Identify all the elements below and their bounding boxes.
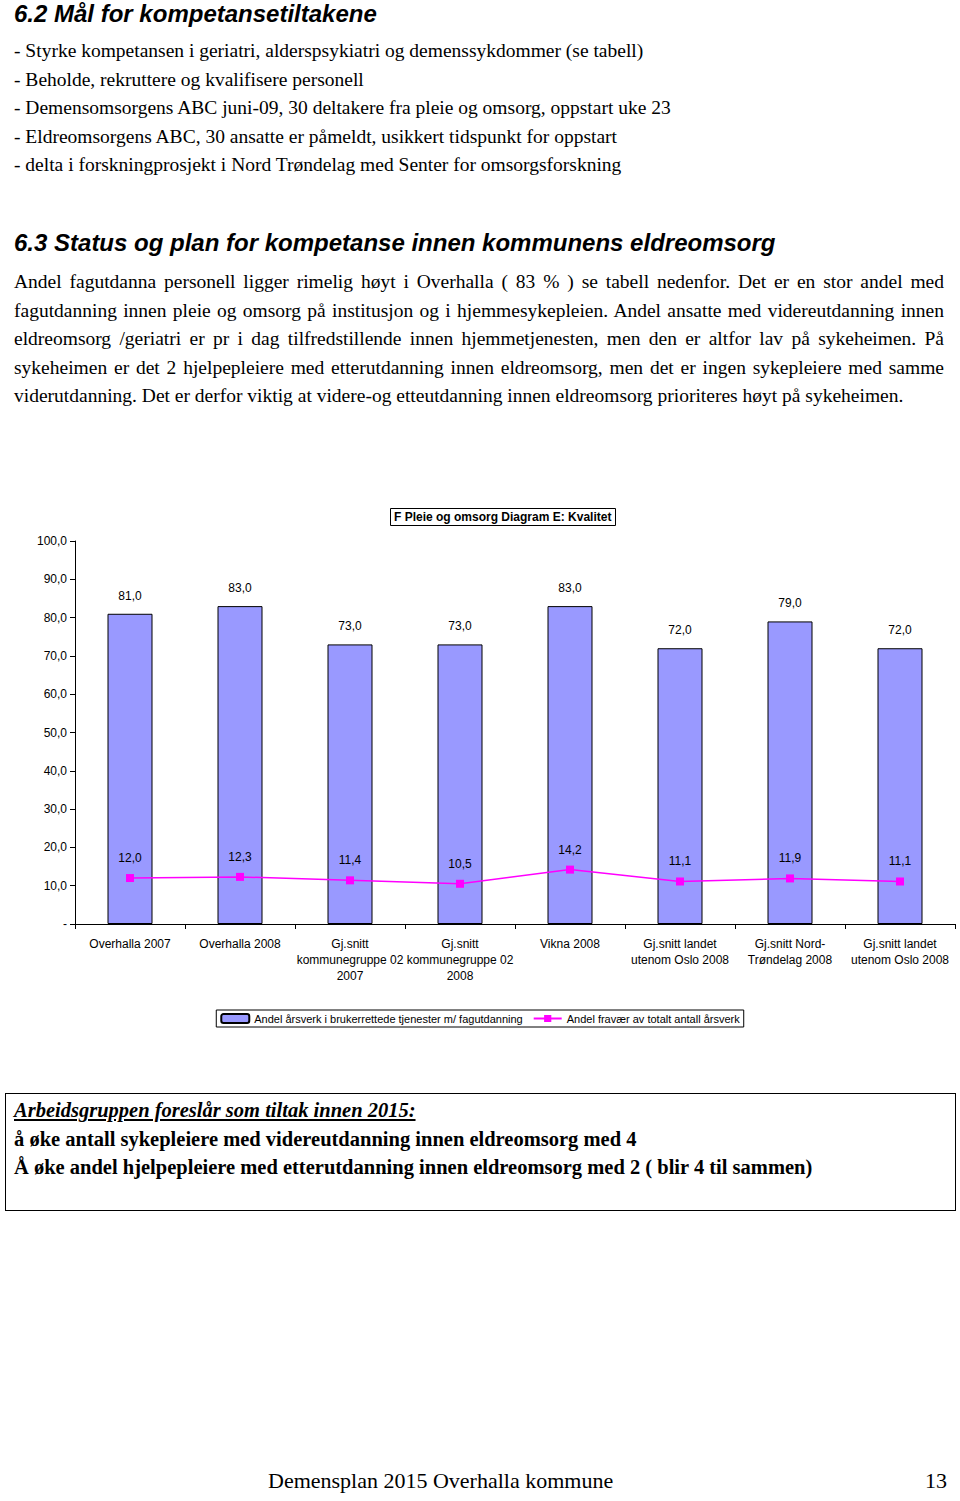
- html-text:- Eldreomsorgens ABC, 30 ansat: - Eldreomsorgens ABC, 30 ansatte er påme…: [14, 125, 617, 147]
- svg-text:81,0: 81,0: [118, 589, 142, 603]
- svg-text:72,0: 72,0: [888, 623, 912, 637]
- svg-text:83,0: 83,0: [228, 581, 252, 595]
- html-text:6.3 Status og plan for kompeta: 6.3 Status og plan for kompetanse innen …: [14, 229, 776, 256]
- svg-text:10,5: 10,5: [448, 857, 472, 871]
- svg-text:F Pleie og omsorg Diagram E: K: F Pleie og omsorg Diagram E: Kvalitet: [394, 510, 611, 524]
- html-text:- Styrke kompetansen i geriatr: - Styrke kompetansen i geriatri, aldersp…: [14, 40, 644, 61]
- html-text:Arbeidsgruppen foreslår som ti: Arbeidsgruppen foreslår som tiltak innen…: [14, 1099, 416, 1121]
- html-text:- delta i forskningprosjekt i: - delta i forskningprosjekt i Nord Trønd…: [14, 154, 622, 176]
- svg-text:Gj.snitt: Gj.snitt: [331, 937, 369, 951]
- html-text:- Demensomsorgens ABC juni-09,: - Demensomsorgens ABC juni-09, 30 deltak…: [14, 97, 671, 119]
- svg-text:100,0: 100,0: [37, 534, 67, 548]
- html-text:Å øke andel hjelpepleiere med: Å øke andel hjelpepleiere med etterutdan…: [14, 1156, 813, 1179]
- svg-text:Trøndelag 2008: Trøndelag 2008: [748, 953, 833, 967]
- svg-text:90,0: 90,0: [44, 572, 68, 586]
- svg-text:11,1: 11,1: [669, 854, 692, 868]
- html-text:å øke antall sykepleiere med v: å øke antall sykepleiere med videreutdan…: [14, 1127, 637, 1150]
- svg-text:50,0: 50,0: [44, 726, 68, 740]
- svg-text:Gj.snitt: Gj.snitt: [441, 937, 479, 951]
- svg-text:utenom Oslo 2008: utenom Oslo 2008: [631, 953, 729, 967]
- svg-text:kommunegruppe 02: kommunegruppe 02: [407, 953, 514, 967]
- svg-text:80,0: 80,0: [44, 611, 68, 625]
- svg-text:2008: 2008: [447, 969, 474, 983]
- svg-text:-: -: [63, 917, 67, 931]
- svg-text:Vikna 2008: Vikna 2008: [540, 937, 600, 951]
- svg-text:Gj.snitt Nord-: Gj.snitt Nord-: [755, 937, 826, 951]
- svg-text:Gj.snitt landet: Gj.snitt landet: [863, 937, 937, 951]
- html-text:13: 13: [925, 1468, 947, 1493]
- svg-text:11,9: 11,9: [779, 851, 802, 865]
- html-text:Andel fagutdanna personell lig: Andel fagutdanna personell ligger rimeli…: [14, 271, 944, 407]
- svg-text:14,2: 14,2: [558, 843, 582, 857]
- svg-text:Andel fravær av totalt antall: Andel fravær av totalt antall årsverk: [567, 1013, 741, 1025]
- svg-text:83,0: 83,0: [558, 581, 582, 595]
- svg-text:2007: 2007: [337, 969, 364, 983]
- svg-text:utenom Oslo 2008: utenom Oslo 2008: [851, 953, 949, 967]
- svg-text:73,0: 73,0: [338, 619, 362, 633]
- svg-text:10,0: 10,0: [44, 879, 68, 893]
- svg-text:79,0: 79,0: [778, 596, 802, 610]
- svg-text:73,0: 73,0: [448, 619, 472, 633]
- svg-text:40,0: 40,0: [44, 764, 68, 778]
- html-text:- Beholde, rekruttere og kvali: - Beholde, rekruttere og kvalifisere per…: [14, 68, 364, 90]
- svg-text:30,0: 30,0: [44, 802, 68, 816]
- svg-text:Gj.snitt landet: Gj.snitt landet: [643, 937, 717, 951]
- svg-text:20,0: 20,0: [44, 840, 68, 854]
- svg-text:70,0: 70,0: [44, 649, 68, 663]
- svg-text:60,0: 60,0: [44, 687, 68, 701]
- svg-text:12,0: 12,0: [118, 851, 142, 865]
- svg-text:Overhalla 2007: Overhalla 2007: [89, 937, 171, 951]
- svg-text:72,0: 72,0: [668, 623, 692, 637]
- svg-text:11,4: 11,4: [339, 853, 362, 867]
- svg-text:kommunegruppe 02: kommunegruppe 02: [297, 953, 404, 967]
- svg-text:Andel årsverk i brukerrettede: Andel årsverk i brukerrettede tjenester …: [254, 1013, 522, 1025]
- html-text:6.2 Mål for kompetansetiltaken: 6.2 Mål for kompetansetiltakene: [14, 0, 377, 27]
- svg-text:Overhalla 2008: Overhalla 2008: [199, 937, 281, 951]
- html-text:Demensplan 2015 Overhalla komm: Demensplan 2015 Overhalla kommune: [268, 1468, 614, 1493]
- svg-text:12,3: 12,3: [228, 850, 252, 864]
- svg-text:11,1: 11,1: [889, 854, 912, 868]
